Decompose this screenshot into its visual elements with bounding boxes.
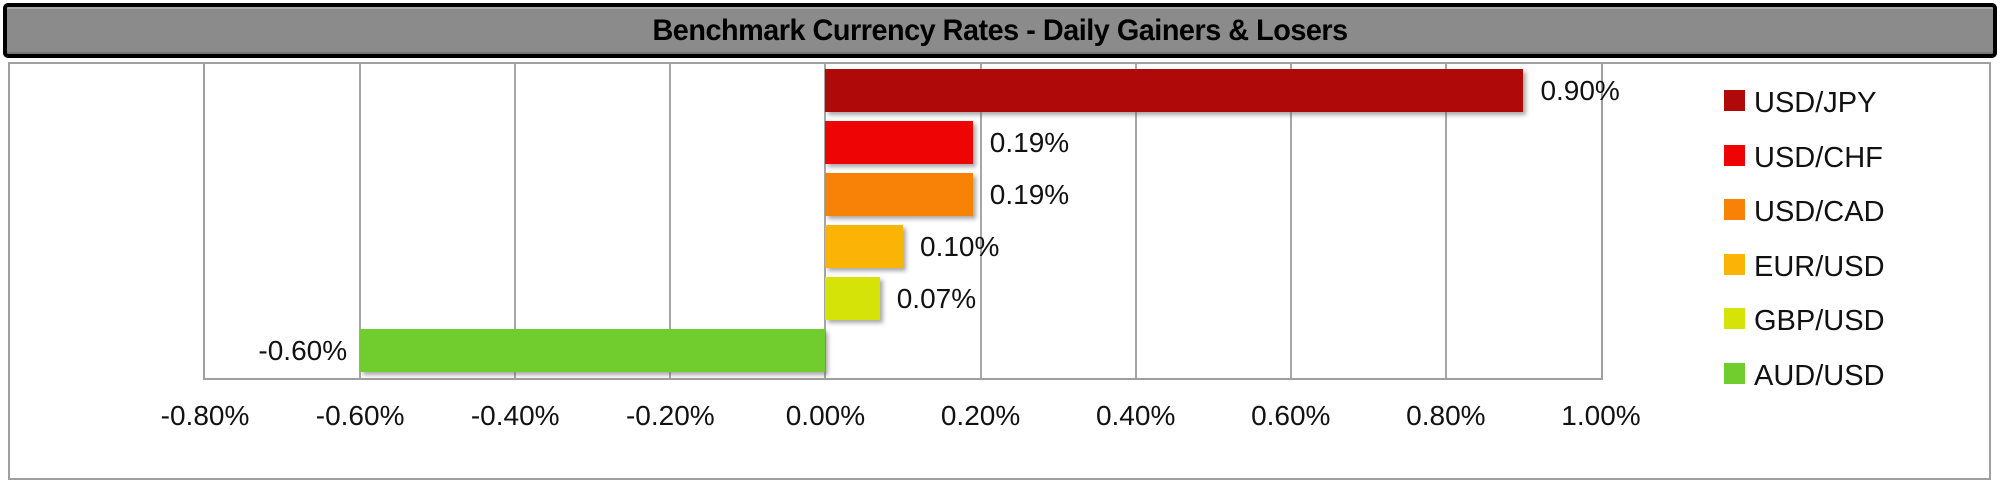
legend-label-aud-usd: AUD/USD <box>1754 360 1885 392</box>
gridline-0-60- <box>1289 64 1292 378</box>
legend-label-gbp-usd: GBP/USD <box>1754 305 1885 338</box>
x-tick-0-20-: 0.20% <box>940 400 1021 431</box>
x-tick--0-60-: -0.60% <box>315 400 405 431</box>
data-label-aud-usd: -0.60% <box>258 334 348 366</box>
gridline--0-40- <box>514 64 517 378</box>
legend-label-usd-jpy: USD/JPY <box>1754 87 1877 119</box>
legend-swatch-usd-cad <box>1724 199 1745 221</box>
x-tick--0-40-: -0.40% <box>470 400 560 431</box>
bar-usd-jpy[interactable] <box>825 69 1524 112</box>
bar-usd-chf[interactable] <box>825 121 973 164</box>
bar-aud-usd[interactable] <box>360 329 826 372</box>
data-label-eur-usd: 0.10% <box>920 230 1000 262</box>
gridline-0-40- <box>1134 64 1137 378</box>
bar-usd-cad[interactable] <box>825 173 973 216</box>
gridline--0-60- <box>359 64 362 378</box>
gridline--0-20- <box>669 64 672 378</box>
gridline-0-80- <box>1444 64 1447 378</box>
legend-swatch-aud-usd <box>1724 363 1745 384</box>
x-tick-0-00-: 0.00% <box>785 400 866 431</box>
chart-title-bar: Benchmark Currency Rates - Daily Gainers… <box>3 3 1997 58</box>
chart-plot-region: -0.80% -0.60% -0.40% -0.20% 0.00% 0.20% 0.40% 0… <box>8 62 1991 480</box>
x-tick--0-20-: -0.20% <box>625 400 715 431</box>
legend-label-eur-usd: EUR/USD <box>1754 250 1885 283</box>
x-tick-0-80-: 0.80% <box>1406 400 1486 431</box>
legend-label-usd-cad: USD/CAD <box>1754 196 1885 229</box>
gridline-0-00- <box>824 64 827 378</box>
x-tick-0-40-: 0.40% <box>1095 400 1176 431</box>
chart-title: Benchmark Currency Rates - Daily Gainers… <box>652 13 1348 47</box>
data-label-usd-jpy: 0.90% <box>1540 74 1620 106</box>
legend-swatch-eur-usd <box>1724 253 1745 275</box>
x-tick-1-00-: 1.00% <box>1561 400 1641 431</box>
data-label-gbp-usd: 0.07% <box>896 282 977 314</box>
legend-swatch-usd-jpy <box>1724 90 1745 111</box>
legend-swatch-gbp-usd <box>1724 308 1745 330</box>
data-label-usd-cad: 0.19% <box>989 178 1070 210</box>
bar-eur-usd[interactable] <box>825 225 903 268</box>
x-tick-0-60-: 0.60% <box>1251 400 1331 431</box>
gridline-0-20- <box>979 64 982 378</box>
plot-area <box>203 62 1603 380</box>
x-tick--0-80-: -0.80% <box>160 400 250 431</box>
data-label-usd-chf: 0.19% <box>989 126 1070 158</box>
legend-swatch-usd-chf <box>1724 144 1745 166</box>
legend-label-usd-chf: USD/CHF <box>1754 141 1883 174</box>
bar-gbp-usd[interactable] <box>825 277 880 320</box>
